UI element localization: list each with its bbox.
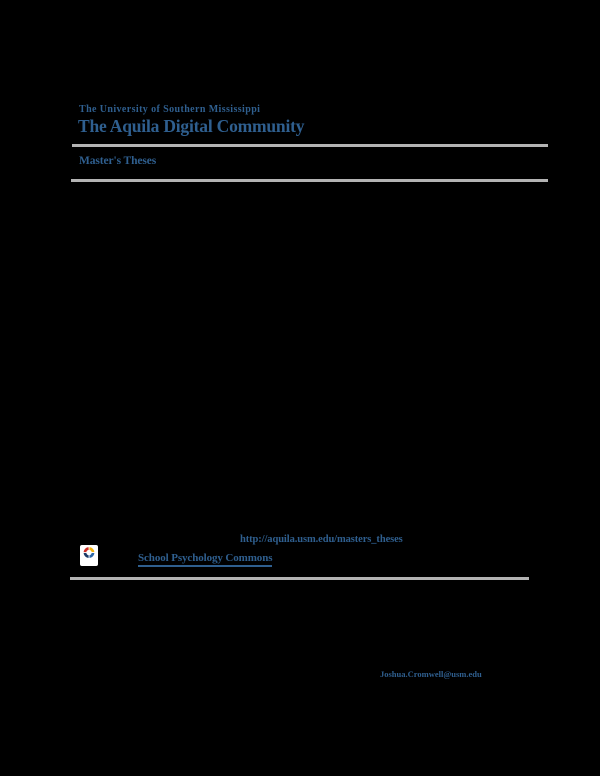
- header-divider: [72, 144, 548, 147]
- series-title: Master's Theses: [79, 155, 157, 167]
- series-divider: [71, 179, 548, 182]
- digital-commons-network-wheel-icon: [81, 544, 97, 567]
- contact-email-link[interactable]: Joshua.Cromwell@usm.edu: [380, 669, 482, 679]
- commons-discipline-link[interactable]: School Psychology Commons: [138, 552, 273, 567]
- footer-divider: [70, 577, 529, 580]
- repository-url-link[interactable]: http://aquila.usm.edu/masters_theses: [240, 534, 403, 545]
- commons-icon-tile: [80, 545, 98, 566]
- university-name: The University of Southern Mississippi: [79, 104, 261, 115]
- repository-title: The Aquila Digital Community: [78, 116, 305, 136]
